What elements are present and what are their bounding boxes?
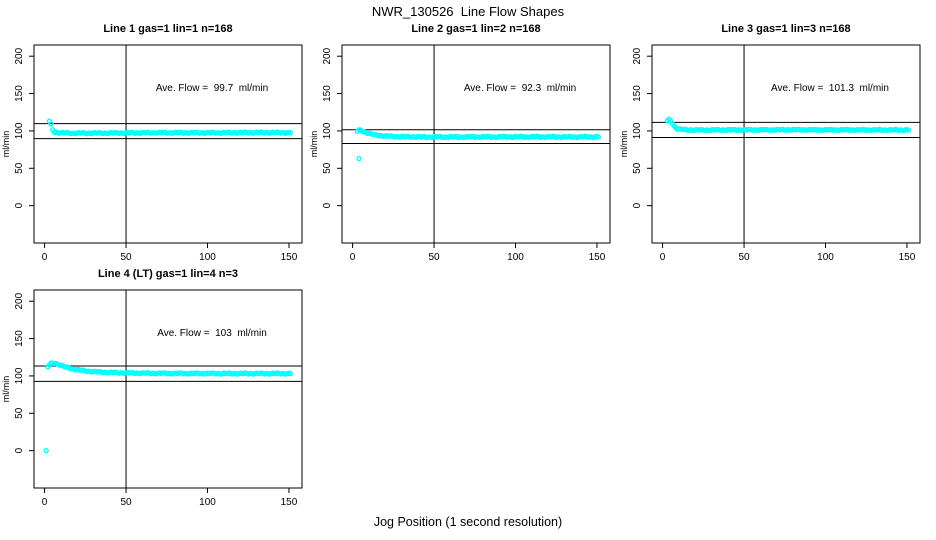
- y-tick-label: 100: [322, 122, 333, 139]
- chart-panel-line-4-lt: 0 50 100 150 0 50 100 150 200 ml/min Line 4 (LT) …: [0, 268, 312, 518]
- x-tick-label: 100: [199, 497, 216, 508]
- figure-title: NWR_130526 Line Flow Shapes: [371, 4, 565, 19]
- y-axis-label: ml/min: [1, 131, 11, 158]
- x-tick-label: 50: [120, 252, 132, 263]
- ave-flow-annotation: Ave. Flow = 99.7 ml/min: [155, 83, 269, 94]
- x-tick-label: 150: [899, 252, 916, 263]
- ave-flow-annotation: Ave. Flow = 101.3 ml/min: [771, 83, 889, 94]
- y-tick-label: 100: [14, 122, 25, 139]
- x-tick-label: 50: [120, 497, 132, 508]
- y-tick-label: 100: [632, 122, 643, 139]
- y-axis-label: ml/min: [619, 131, 629, 158]
- data-point: [46, 118, 53, 124]
- y-tick-label: 50: [14, 162, 25, 174]
- y-tick-label: 0: [14, 202, 25, 208]
- chart-panel-line-2-plot: 0 50 100 150 0 50 100 150 200 ml/min: [309, 44, 611, 263]
- chart-panel-line-1-plot: 0 50 100 150 0 50 100 150 200 ml/min: [1, 44, 303, 263]
- x-tick-label: 0: [350, 252, 356, 263]
- y-tick-label: 0: [322, 202, 333, 208]
- data-point: [595, 134, 602, 140]
- x-tick-label: 50: [428, 252, 440, 263]
- series-points: [46, 118, 294, 137]
- chart-panel-line-4-lt-plot: 0 50 100 150 0 50 100 150 200 ml/min: [1, 289, 303, 508]
- x-tick-label: 100: [199, 252, 216, 263]
- series-points: [664, 116, 912, 134]
- y-tick-label: 200: [14, 47, 25, 64]
- y-tick-label: 150: [322, 85, 333, 102]
- data-point: [356, 155, 362, 162]
- series-points: [43, 360, 294, 454]
- panel-title: Line 4 (LT) gas=1 lin=4 n=3: [97, 268, 239, 280]
- y-tick-label: 150: [632, 85, 643, 102]
- x-tick-label: 0: [42, 497, 48, 508]
- y-tick-label: 0: [632, 202, 643, 208]
- y-tick-label: 100: [14, 367, 25, 384]
- chart-panel-line-3-plot: 0 50 100 150 0 50 100 150 200 ml/min: [619, 44, 921, 263]
- y-tick-label: 200: [632, 47, 643, 64]
- plot-box: [651, 44, 921, 244]
- y-tick-label: 0: [14, 447, 25, 453]
- series-points: [354, 127, 602, 162]
- plot-box: [33, 289, 303, 489]
- plot-box: [33, 44, 303, 244]
- x-tick-label: 100: [817, 252, 834, 263]
- x-tick-label: 100: [507, 252, 524, 263]
- y-tick-label: 150: [14, 330, 25, 347]
- y-tick-label: 150: [14, 85, 25, 102]
- y-tick-label: 50: [14, 407, 25, 419]
- x-axis-label: Jog Position (1 second resolution): [373, 515, 563, 529]
- x-tick-label: 0: [42, 252, 48, 263]
- x-tick-label: 150: [281, 497, 298, 508]
- x-tick-label: 0: [660, 252, 666, 263]
- y-tick-label: 50: [322, 162, 333, 174]
- chart-panel-line-1: 0 50 100 150 0 50 100 150 200 ml/min Line 1 gas=1…: [0, 23, 312, 273]
- y-tick-label: 200: [322, 47, 333, 64]
- ave-flow-annotation: Ave. Flow = 103 ml/min: [157, 328, 267, 339]
- y-axis-label: ml/min: [1, 376, 11, 403]
- panel-title: Line 2 gas=1 lin=2 n=168: [411, 23, 541, 35]
- data-point: [43, 447, 49, 454]
- data-point: [287, 130, 294, 136]
- chart-panel-line-2: 0 50 100 150 0 50 100 150 200 ml/min Line 2 gas=1…: [308, 23, 620, 273]
- ave-flow-annotation: Ave. Flow = 92.3 ml/min: [463, 83, 577, 94]
- x-tick-label: 50: [738, 252, 750, 263]
- data-point: [905, 127, 912, 133]
- x-tick-label: 150: [589, 252, 606, 263]
- data-point: [287, 370, 294, 377]
- x-tick-label: 150: [281, 252, 298, 263]
- y-axis-label: ml/min: [309, 131, 319, 158]
- y-tick-label: 200: [14, 292, 25, 309]
- chart-panel-line-3: 0 50 100 150 0 50 100 150 200 ml/min Line 3 gas=1…: [618, 23, 930, 273]
- panel-title: Line 3 gas=1 lin=3 n=168: [721, 23, 851, 35]
- y-tick-label: 50: [632, 162, 643, 174]
- panel-title: Line 1 gas=1 lin=1 n=168: [103, 23, 233, 35]
